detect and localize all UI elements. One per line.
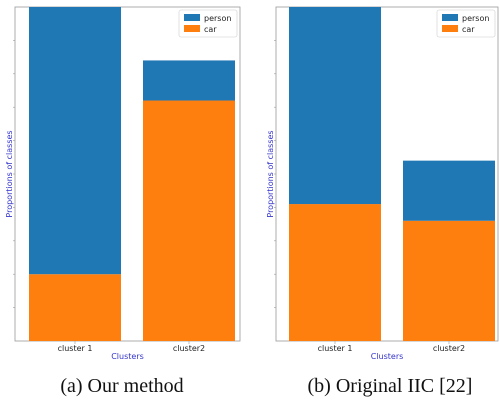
figure-caption-b: (b) Original IIC [22] (308, 375, 473, 397)
bar-car-cluster2 (403, 220, 495, 341)
bar-person-cluster1 (29, 7, 121, 275)
bar-car-cluster1 (29, 274, 121, 341)
bar-person-cluster1 (289, 7, 381, 205)
bar-car-cluster2 (143, 100, 235, 342)
y-axis-label: Proportions of classes (5, 130, 14, 217)
legend-label-car: car (462, 25, 475, 34)
bar-person-cluster2 (143, 60, 235, 101)
x-tick-label: cluster 1 (58, 344, 93, 353)
x-tick-label: cluster 1 (318, 344, 353, 353)
legend-swatch-person (442, 14, 458, 21)
bar-person-cluster2 (403, 160, 495, 221)
legend-label-person: person (204, 14, 231, 23)
chart-panel-a: cluster 1 cluster2 Clusters Proportions of … (5, 6, 241, 397)
x-tick-label: cluster2 (173, 344, 205, 353)
x-tick-label: cluster2 (433, 344, 465, 353)
x-axis-label: Clusters (371, 352, 404, 361)
y-axis-label: Proportions of classes (266, 130, 275, 217)
figure-caption-a: (a) Our method (60, 375, 183, 397)
x-axis-label: Clusters (111, 352, 144, 361)
bar-car-cluster1 (289, 204, 381, 341)
legend-swatch-person (184, 14, 200, 21)
chart-panel-b: cluster 1 cluster2 Clusters Proportions of … (266, 6, 499, 397)
legend-swatch-car (184, 25, 200, 32)
legend-swatch-car (442, 25, 458, 32)
legend-label-car: car (204, 25, 217, 34)
legend-label-person: person (462, 14, 489, 23)
